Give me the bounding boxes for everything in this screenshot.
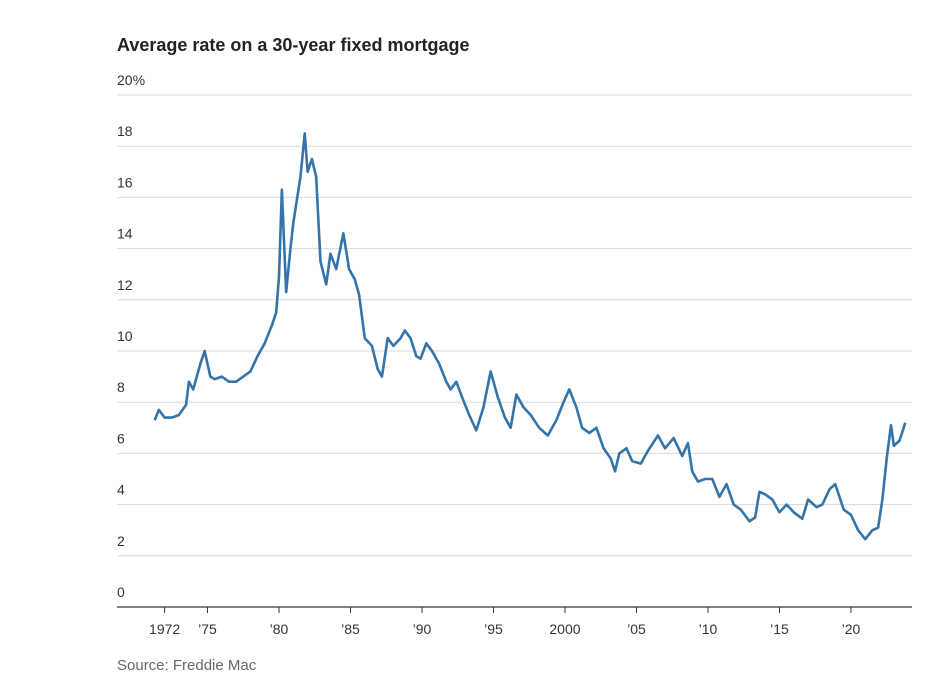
x-tick-label: ’80 (270, 621, 289, 637)
x-tick-label: ’75 (198, 621, 217, 637)
y-tick-label: 18 (117, 123, 133, 139)
x-tick-label: ’95 (484, 621, 503, 637)
rate-line (153, 132, 907, 541)
y-tick-label: 0 (117, 584, 125, 600)
x-tick-label: ’05 (627, 621, 646, 637)
y-tick-label: 16 (117, 174, 133, 190)
y-tick-label: 20% (117, 72, 145, 88)
x-tick-label: ’20 (842, 621, 861, 637)
y-tick-label: 4 (117, 482, 125, 498)
y-tick-label: 12 (117, 277, 133, 293)
x-tick-label: ’85 (341, 621, 360, 637)
chart-title: Average rate on a 30-year fixed mortgage (117, 35, 469, 55)
x-tick-label: 1972 (149, 621, 180, 637)
x-tick-label: ’15 (770, 621, 789, 637)
x-tick-label: 2000 (549, 621, 580, 637)
y-tick-label: 8 (117, 379, 125, 395)
y-tick-label: 2 (117, 533, 125, 549)
x-tick-label: ’90 (413, 621, 432, 637)
y-tick-label: 6 (117, 430, 125, 446)
y-tick-label: 14 (117, 226, 133, 242)
y-tick-label: 10 (117, 328, 133, 344)
x-tick-label: ’10 (699, 621, 718, 637)
source-note: Source: Freddie Mac (117, 657, 257, 674)
